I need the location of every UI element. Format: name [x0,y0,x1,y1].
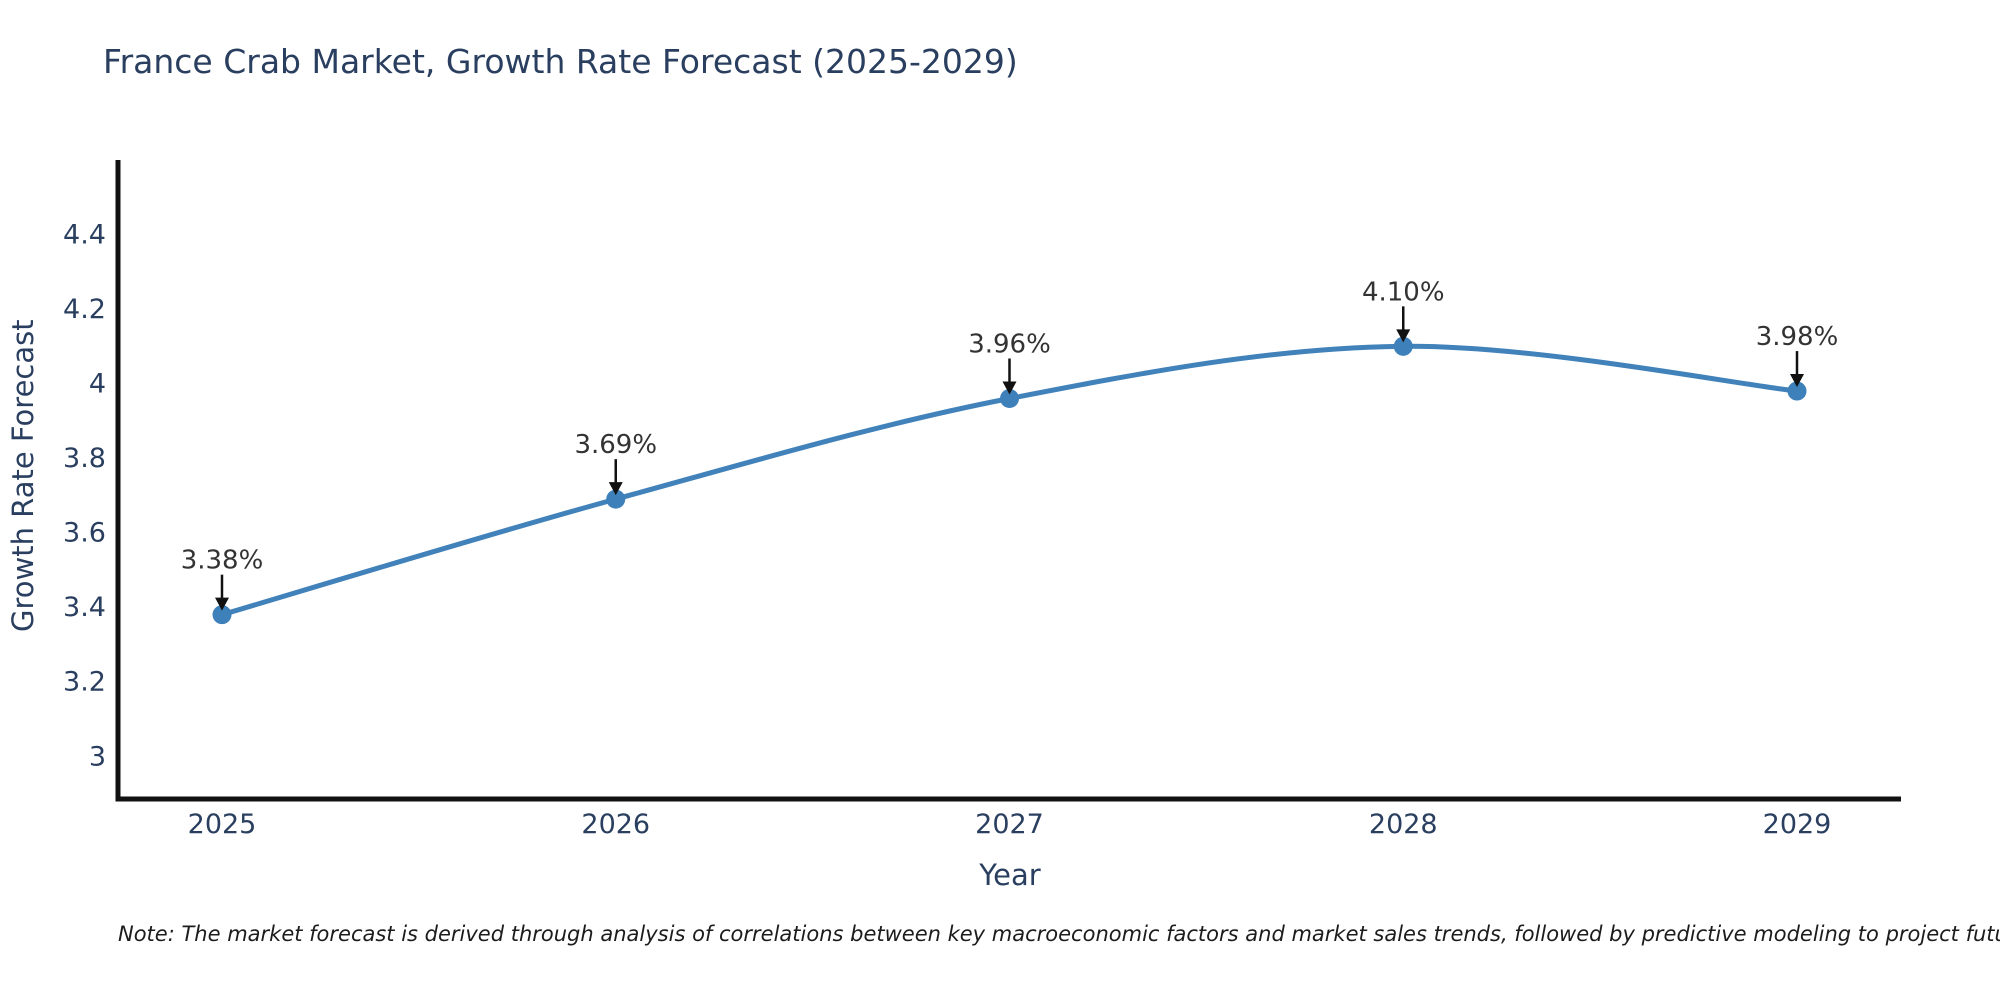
data-point-marker [1000,389,1019,409]
y-tick-label: 3.4 [63,592,106,623]
data-point-marker [1393,336,1413,356]
footnote: Note: The market forecast is derived thr… [118,922,2000,946]
x-tick-label: 2027 [975,809,1044,840]
data-point-marker [212,605,232,625]
x-tick-label: 2029 [1763,809,1832,840]
x-tick-label: 2028 [1369,809,1438,840]
annotation-arrowhead [215,597,229,611]
y-tick-label: 3.2 [63,667,106,698]
data-point-label: 4.10% [1362,277,1445,307]
y-tick-label: 4.4 [63,220,106,251]
data-point-marker [1787,381,1807,401]
y-tick-label: 3 [89,741,106,772]
data-point-label: 3.38% [181,546,264,576]
data-point-label: 3.96% [968,330,1051,360]
data-point-marker [606,489,626,509]
chart-title: France Crab Market, Growth Rate Forecast… [103,42,1018,81]
x-tick-label: 2026 [581,809,650,840]
y-tick-label: 3.6 [63,518,106,549]
y-tick-label: 3.8 [63,443,106,474]
x-axis-title: Year [979,858,1041,892]
annotation-arrowhead [1002,381,1017,395]
data-point-label: 3.69% [574,430,657,460]
y-axis-title: Growth Rate Forecast [6,319,40,632]
data-point-label: 3.98% [1756,322,1839,352]
annotation-arrowhead [608,482,623,496]
y-tick-label: 4 [89,369,106,400]
annotation-arrowhead [1396,329,1411,343]
x-tick-label: 2025 [188,809,257,840]
y-tick-label: 4.2 [63,294,106,325]
annotation-arrowhead [1790,374,1804,388]
